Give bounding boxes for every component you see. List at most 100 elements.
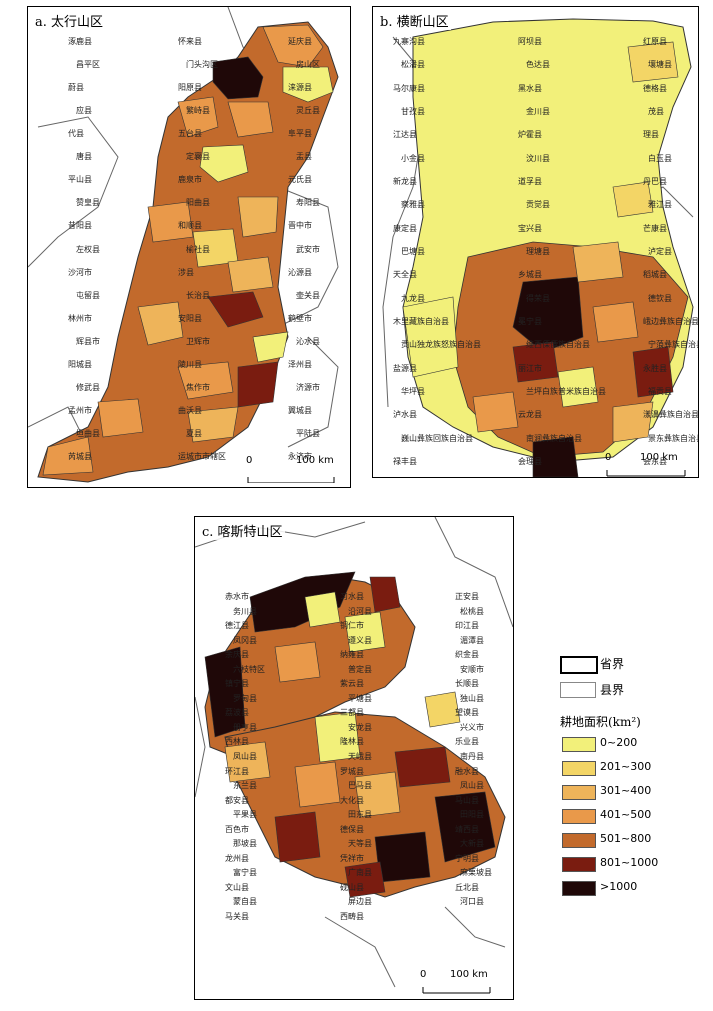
legend-class-swatch bbox=[562, 881, 596, 896]
county-label: 靖西县 bbox=[455, 824, 479, 834]
county-label: 察雅县 bbox=[401, 200, 425, 210]
county-label: 九龙县 bbox=[401, 293, 425, 303]
scale-bar: 0 100 km bbox=[420, 967, 510, 995]
county-label: 应县 bbox=[76, 106, 92, 116]
county-label: 平陆县 bbox=[296, 428, 320, 438]
county-label: 甘孜县 bbox=[401, 107, 425, 116]
county-label: 涞源县 bbox=[288, 83, 312, 93]
county-label: 翼城县 bbox=[288, 405, 312, 415]
county-label: 平果县 bbox=[233, 810, 257, 820]
county-label: 南涧彝族自治县 bbox=[526, 433, 582, 443]
county-label: 代县 bbox=[68, 129, 84, 139]
county-label: 昔阳县 bbox=[68, 221, 92, 231]
county-label: 三都县 bbox=[340, 708, 364, 718]
scale-distance-label: 100 km bbox=[640, 452, 678, 463]
county-label: 天全县 bbox=[393, 270, 417, 280]
county-label: 马山县 bbox=[455, 795, 479, 805]
county-label: 辉县市 bbox=[76, 336, 100, 346]
county-label: 榆社县 bbox=[186, 244, 210, 254]
county-label: 壤塘县 bbox=[648, 60, 672, 70]
county-label: 蒙自县 bbox=[233, 897, 257, 907]
county-label: 兴义市 bbox=[460, 722, 484, 732]
county-label: 云龙县 bbox=[518, 410, 542, 420]
county-label: 普定县 bbox=[348, 664, 372, 674]
legend-class-swatch bbox=[562, 785, 596, 800]
county-label: 湄潭县 bbox=[460, 635, 484, 645]
county-label: 凤冈县 bbox=[233, 635, 257, 645]
map-panel-karst: c. 喀斯特山区 0 100 km 赤水市 习水县 正安县 务川县 沿河县 松桃县 德江县 铜… bbox=[194, 516, 514, 1000]
county-label: 马关县 bbox=[225, 912, 249, 921]
county-label: 丹巴县 bbox=[643, 177, 667, 186]
county-label: 灵丘县 bbox=[296, 106, 320, 116]
county-label: 小金县 bbox=[401, 153, 425, 163]
county-label: 富宁县 bbox=[233, 868, 257, 878]
county-label: 松桃县 bbox=[460, 606, 484, 616]
taihang-map bbox=[28, 7, 339, 483]
county-label: 松潘县 bbox=[401, 60, 425, 70]
county-label: 沙河市 bbox=[68, 267, 92, 277]
county-label: 巴塘县 bbox=[401, 247, 425, 256]
karst-map bbox=[195, 517, 513, 988]
legend-class-row: >1000 bbox=[560, 879, 700, 899]
county-label: 福贡县 bbox=[648, 387, 672, 396]
county-label: 融水县 bbox=[455, 766, 479, 776]
county-label: 西林县 bbox=[225, 737, 249, 747]
county-label: 麻栗坡县 bbox=[460, 868, 492, 878]
county-label: 鹿泉市 bbox=[178, 175, 202, 185]
county-label: 屏边县 bbox=[348, 897, 372, 907]
county-label: 得荣县 bbox=[526, 293, 550, 303]
county-label: 怀来县 bbox=[178, 37, 202, 46]
county-label: 蔚县 bbox=[68, 83, 84, 93]
legend-class-row: 201~300 bbox=[560, 759, 700, 779]
county-label: 阳城县 bbox=[68, 359, 92, 369]
county-label: 文山县 bbox=[225, 882, 249, 892]
county-label: 乡城县 bbox=[518, 270, 542, 280]
county-label: 延庆县 bbox=[288, 37, 312, 46]
county-label: 沿河县 bbox=[348, 606, 372, 616]
county-label: 宁蒗彝族自治县 bbox=[648, 340, 699, 350]
county-label: 织金县 bbox=[455, 650, 479, 660]
county-label: 汶川县 bbox=[526, 153, 550, 163]
county-label: 赤水市 bbox=[225, 592, 249, 601]
county-label: 东兰县 bbox=[233, 781, 257, 791]
county-label: 砚山县 bbox=[340, 882, 364, 892]
legend-class-row: 401~500 bbox=[560, 807, 700, 827]
county-label: 长顺县 bbox=[455, 679, 479, 689]
county-label: 芒康县 bbox=[643, 223, 667, 233]
county-label: 元氏县 bbox=[288, 175, 312, 185]
county-label: 色达县 bbox=[526, 60, 550, 70]
county-label: 黑水县 bbox=[518, 83, 542, 93]
county-label: 天等县 bbox=[348, 839, 372, 849]
county-label: 理县 bbox=[643, 130, 659, 140]
county-label: 德江县 bbox=[225, 621, 249, 631]
county-label: 凤山县 bbox=[460, 781, 484, 791]
county-label: 卫辉市 bbox=[186, 336, 210, 346]
county-label: 金川县 bbox=[526, 107, 550, 116]
scale-distance-label: 100 km bbox=[296, 455, 334, 466]
county-label: 紫云县 bbox=[340, 679, 364, 689]
legend-class-swatch bbox=[562, 857, 596, 872]
county-label: 江达县 bbox=[393, 130, 417, 140]
legend-class-swatch bbox=[562, 761, 596, 776]
map-legend: 省界 县界 耕地面积(km²) 0~200 201~300 301~400 401~5… bbox=[560, 655, 710, 915]
county-label: 冕宁县 bbox=[518, 317, 542, 326]
legend-class-label: >1000 bbox=[600, 880, 638, 893]
county-label: 阜平县 bbox=[288, 129, 312, 139]
county-label: 贡山独龙族怒族自治县 bbox=[401, 340, 481, 350]
county-label: 环江县 bbox=[225, 766, 249, 776]
county-label: 屯留县 bbox=[76, 290, 100, 300]
county-label: 隆林县 bbox=[340, 737, 364, 747]
county-label: 务川县 bbox=[233, 606, 257, 616]
county-label: 德格县 bbox=[643, 83, 667, 93]
panel-title: c. 喀斯特山区 bbox=[200, 521, 285, 540]
scale-bar: 0 100 km bbox=[246, 453, 336, 483]
county-label: 习水县 bbox=[340, 592, 364, 601]
county-label: 泸定县 bbox=[648, 247, 672, 256]
county-label: 运城市市辖区 bbox=[178, 452, 226, 461]
county-label: 陵川县 bbox=[178, 359, 202, 369]
county-label: 涉县 bbox=[178, 267, 194, 277]
county-label: 道孚县 bbox=[518, 177, 542, 186]
county-label: 房山区 bbox=[296, 60, 320, 70]
county-label: 维西傈僳族自治县 bbox=[526, 340, 590, 350]
county-label: 华坪县 bbox=[401, 387, 425, 396]
